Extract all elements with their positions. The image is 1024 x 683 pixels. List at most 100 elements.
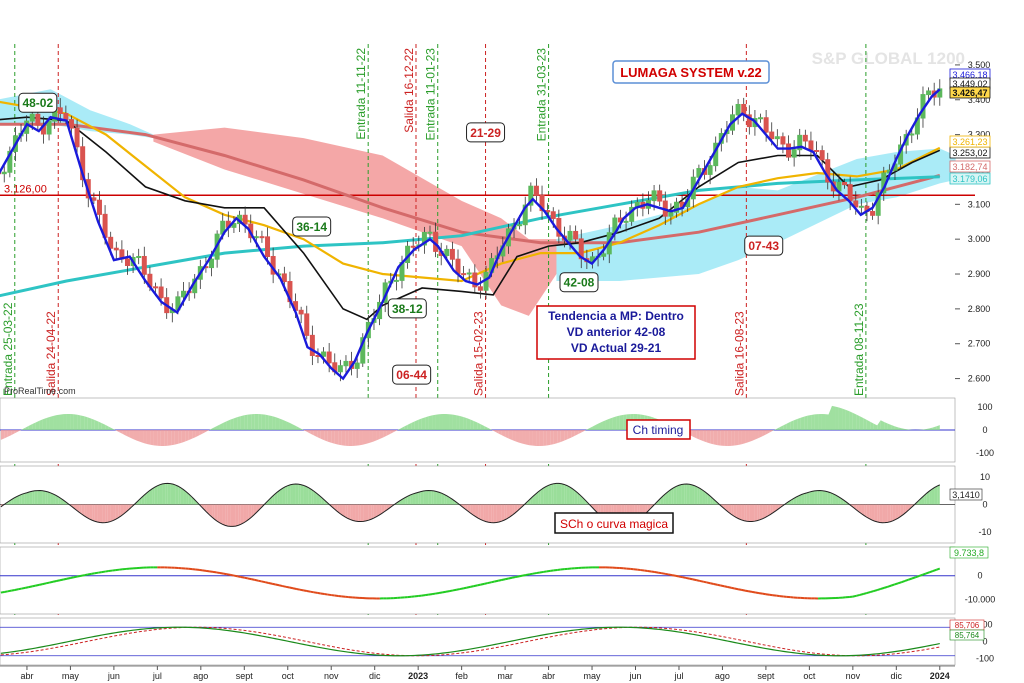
- volume-marker: 42-08: [559, 272, 599, 293]
- momentum-segment: [310, 590, 315, 594]
- timing-area: [765, 430, 770, 435]
- sch-area: [368, 504, 372, 521]
- momentum-segment: [703, 580, 708, 584]
- timing-area: [717, 430, 721, 446]
- sch-area: [757, 504, 760, 521]
- sch-area: [232, 504, 236, 527]
- candle: [1, 165, 7, 183]
- system-title: LUMAGA SYSTEM v.22: [620, 65, 762, 80]
- momentum-segment: [459, 587, 464, 591]
- indicator-tick-label: 10: [980, 472, 990, 482]
- sch-area: [193, 498, 197, 505]
- momentum-segment: [7, 589, 12, 593]
- momentum-segment: [431, 592, 436, 596]
- stoch-main-line: [0, 626, 940, 657]
- timing-area: [383, 430, 387, 438]
- sch-area: [402, 497, 406, 505]
- sch-area: [16, 495, 20, 505]
- timing-area: [171, 430, 175, 446]
- timing-area: [567, 430, 572, 440]
- candle: [304, 305, 310, 340]
- candle: [231, 216, 237, 233]
- sch-area: [574, 490, 578, 505]
- sch-area: [577, 492, 580, 505]
- x-tick-label: abr: [20, 671, 33, 681]
- momentum-segment: [494, 579, 499, 583]
- sch-area: [556, 483, 560, 505]
- timing-area: [557, 430, 561, 444]
- sch-area: [665, 491, 669, 505]
- sch-area: [853, 504, 857, 510]
- sch-area: [697, 486, 700, 505]
- sch-area: [467, 504, 471, 514]
- timing-area: [898, 427, 902, 430]
- signal-label: Salida 16-12-22: [402, 48, 416, 133]
- timing-area: [244, 414, 248, 430]
- timing-area: [261, 414, 266, 430]
- momentum-segment: [226, 573, 231, 576]
- timing-area: [129, 430, 134, 439]
- sch-area: [180, 487, 184, 505]
- y-tick-label: 3.500: [968, 60, 991, 70]
- candle: [522, 196, 528, 235]
- timing-area: [212, 426, 217, 430]
- sch-area: [470, 504, 473, 515]
- timing-area: [769, 430, 773, 433]
- timing-area: [35, 420, 40, 430]
- sch-area: [170, 483, 174, 505]
- momentum-segment: [463, 586, 468, 590]
- timing-area: [922, 429, 926, 430]
- x-tick-label: jun: [107, 671, 120, 681]
- momentum-segment: [525, 573, 530, 576]
- sch-area: [762, 504, 766, 519]
- y-tick-label: 3.000: [968, 234, 991, 244]
- sch-area: [879, 504, 883, 523]
- momentum-segment: [438, 591, 443, 594]
- sch-area: [376, 504, 380, 517]
- sch-area: [543, 486, 546, 505]
- timing-area: [522, 430, 526, 445]
- price-label: 3.179,06: [949, 172, 991, 185]
- sch-area: [321, 497, 325, 505]
- candle: [573, 225, 579, 243]
- timing-area: [345, 430, 349, 446]
- candle: [472, 264, 478, 293]
- sch-area: [337, 504, 340, 514]
- indicator-panel-4: [0, 617, 956, 666]
- timing-area: [209, 428, 213, 430]
- x-tick-label: nov: [324, 671, 339, 681]
- sch-area: [8, 499, 12, 505]
- momentum-segment: [59, 578, 64, 582]
- sch-area: [545, 485, 549, 505]
- timing-area: [192, 430, 196, 439]
- timing-area: [602, 420, 606, 430]
- sch-area: [253, 504, 257, 515]
- candle: [421, 226, 427, 254]
- volume-marker-text: 36-14: [296, 220, 327, 234]
- sch-area: [686, 484, 690, 505]
- candle: [477, 277, 483, 299]
- sch-area: [118, 504, 121, 518]
- sch-area: [673, 486, 677, 505]
- x-tick-label: ago: [715, 671, 730, 681]
- sch-area: [298, 484, 301, 505]
- timing-area: [7, 430, 12, 437]
- momentum-segment: [647, 570, 652, 573]
- timing-area: [39, 419, 43, 430]
- momentum-segment: [863, 592, 868, 595]
- sch-area: [21, 493, 25, 505]
- sch-area: [493, 504, 497, 523]
- timing-area: [397, 428, 401, 431]
- sch-area: [898, 504, 901, 519]
- momentum-segment: [487, 581, 492, 585]
- x-tick-label: 2023: [408, 671, 428, 681]
- timing-area: [550, 430, 554, 445]
- momentum-segment: [518, 574, 523, 578]
- momentum-segment: [63, 577, 68, 581]
- timing-area: [560, 430, 565, 442]
- momentum-segment: [247, 577, 252, 581]
- sch-area: [73, 504, 77, 511]
- sch-area: [485, 504, 489, 523]
- x-tick-label: oct: [282, 671, 295, 681]
- timing-area: [727, 430, 732, 446]
